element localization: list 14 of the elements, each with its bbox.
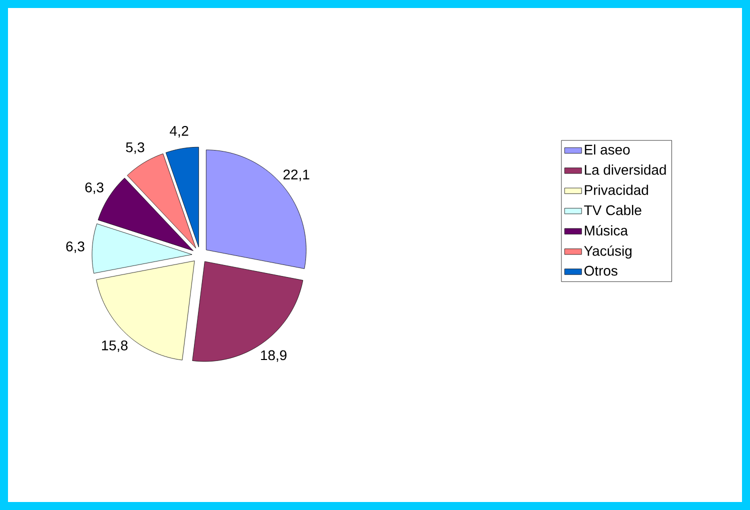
legend-label: La diversidad <box>584 164 666 175</box>
legend-label: TV Cable <box>584 204 642 216</box>
data-label: 22,1 <box>283 170 310 182</box>
data-label: 18,9 <box>261 350 286 362</box>
data-label: 5,3 <box>126 142 144 154</box>
data-label: 15,8 <box>102 340 128 352</box>
legend-label: Yacúsig <box>584 245 632 259</box>
legend-label: Privacidad <box>584 184 648 195</box>
data-label: 4,2 <box>170 126 188 138</box>
data-label: 6,3 <box>85 182 104 194</box>
legend-label: Música <box>584 225 628 236</box>
data-label: 6,3 <box>66 242 84 254</box>
legend-label: Otros <box>584 266 618 276</box>
legend-label: El aseo <box>584 144 630 155</box>
